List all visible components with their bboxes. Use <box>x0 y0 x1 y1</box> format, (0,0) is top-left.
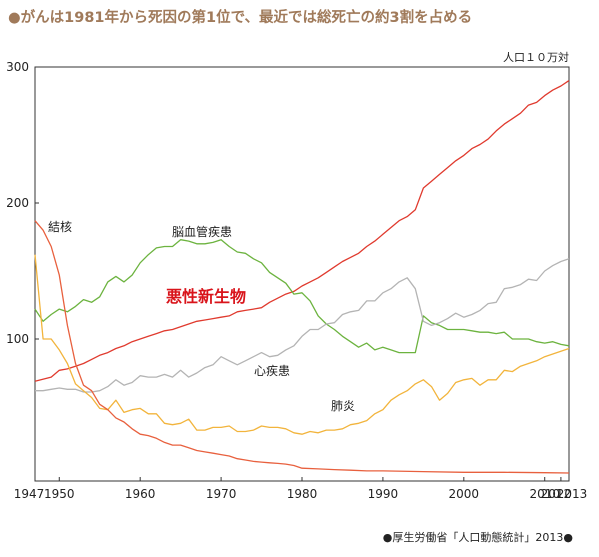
chart-series <box>34 80 570 474</box>
x-tick-label: 2012 <box>541 487 572 501</box>
series-label-肺炎: 肺炎 <box>331 399 355 413</box>
title-text: ●がんは1981年から死因の第1位で、最近では総死亡の約3割を占める <box>8 10 473 26</box>
chart-title: ●がんは1981年から死因の第1位で、最近では総死亡の約3割を占める <box>8 6 472 27</box>
series-line-肺炎 <box>34 254 570 435</box>
x-tick-label: 1980 <box>287 487 318 501</box>
y-tick-label: 200 <box>6 196 29 210</box>
series-line-脳血管疾患 <box>34 239 570 354</box>
series-label-悪性新生物: 悪性新生物 <box>166 287 246 306</box>
y-tick-label: 300 <box>6 60 29 74</box>
y-unit-label: 人口１０万対 <box>503 51 569 64</box>
x-tick-label: 1990 <box>368 487 399 501</box>
series-label-結核: 結核 <box>48 220 72 234</box>
series-line-結核 <box>34 220 570 474</box>
x-tick-label: 1950 <box>44 487 75 501</box>
x-tick-label: 1960 <box>125 487 156 501</box>
source-note: ●厚生労働省「人口動態統計」2013● <box>382 531 573 544</box>
x-tick-label: 1947 <box>14 487 45 501</box>
series-line-心疾患 <box>35 258 570 393</box>
chart-axes <box>34 66 570 482</box>
x-tick-label: 2013 <box>557 487 588 501</box>
series-line-悪性新生物 <box>34 80 570 382</box>
chart-ticks: 300 200 100 1947 1950 1960 1970 1980 1990 2000 201… <box>6 60 587 501</box>
plot-frame <box>34 66 570 482</box>
series-label-脳血管疾患: 脳血管疾患 <box>172 224 232 239</box>
x-tick-label: 2000 <box>449 487 480 501</box>
y-tick-label: 100 <box>6 332 29 346</box>
series-label-心疾患: 心疾患 <box>254 363 290 378</box>
x-tick-label: 2010 <box>529 487 560 501</box>
x-tick-label: 1970 <box>206 487 237 501</box>
